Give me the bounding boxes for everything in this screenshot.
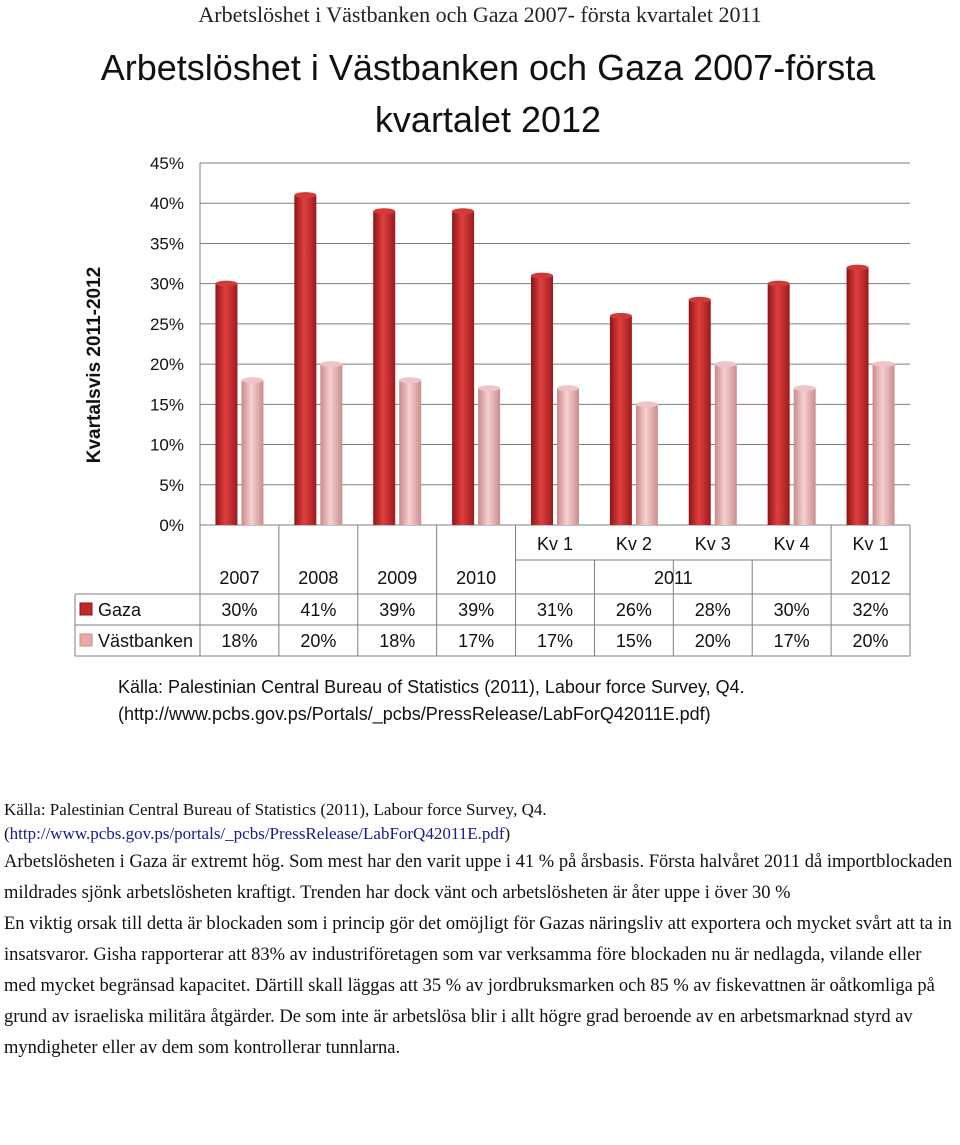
- gridlines: [199, 162, 910, 526]
- bar-top: [688, 296, 711, 303]
- paragraph-1: Arbetslösheten i Gaza är extremt hög. So…: [4, 852, 953, 903]
- source-link-close: ): [504, 824, 511, 843]
- bar-top: [373, 208, 396, 215]
- bar-top: [241, 377, 264, 384]
- bar-top: [215, 280, 238, 287]
- source-link-line: (http://www.pcbs.gov.ps/portals/_pcbs/Pr…: [4, 824, 510, 844]
- y-tick-label: 45%: [150, 154, 184, 173]
- y-tick-label: 35%: [150, 234, 184, 253]
- year-label: 2011: [654, 568, 693, 588]
- bar-top: [452, 208, 475, 215]
- data-label: 39%: [379, 600, 415, 620]
- bar-vastbanken: [399, 380, 422, 525]
- y-axis-label: Kvartalsvis 2011-2012: [84, 267, 105, 464]
- legend-label: Gaza: [98, 600, 142, 620]
- y-tick-label: 30%: [150, 275, 184, 294]
- bar-gaza: [452, 211, 475, 525]
- data-label: 17%: [458, 631, 494, 651]
- quarter-label: Kv 3: [695, 534, 731, 554]
- data-label: 31%: [537, 600, 573, 620]
- bar-vastbanken: [872, 364, 895, 525]
- data-label: 18%: [221, 631, 257, 651]
- bar-top: [294, 192, 317, 199]
- y-tick-label: 0%: [159, 516, 184, 535]
- bar-top: [478, 385, 501, 392]
- bar-top: [635, 401, 658, 408]
- data-label: 20%: [695, 631, 731, 651]
- bar-vastbanken: [241, 380, 264, 525]
- data-label: 41%: [300, 600, 336, 620]
- bar-top: [609, 312, 632, 319]
- data-label: 15%: [616, 631, 652, 651]
- bar-vastbanken: [478, 388, 501, 525]
- bar-vastbanken: [714, 364, 737, 525]
- data-label: 20%: [300, 631, 336, 651]
- legend-swatch: [79, 602, 93, 616]
- data-label: 17%: [774, 631, 810, 651]
- source-link[interactable]: http://www.pcbs.gov.ps/portals/_pcbs/Pre…: [9, 824, 505, 843]
- year-label: 2010: [456, 568, 496, 588]
- y-tick-label: 20%: [150, 355, 184, 374]
- y-tick-label: 40%: [150, 194, 184, 213]
- bar-top: [531, 272, 553, 279]
- data-label: 32%: [853, 600, 889, 620]
- bar-gaza: [294, 195, 317, 525]
- source-link-open: (: [4, 824, 10, 843]
- bar-top: [846, 264, 869, 271]
- chart-source-line1: Källa: Palestinian Central Bureau of Sta…: [118, 677, 745, 697]
- paragraph-2: En viktig orsak till detta är blockaden …: [4, 914, 952, 1058]
- unemployment-chart: Arbetslöshet i Västbanken och Gaza 2007-…: [74, 47, 911, 725]
- legend-label: Västbanken: [98, 631, 193, 651]
- bar-top: [714, 361, 737, 368]
- year-label: 2007: [219, 568, 259, 588]
- bar-top: [793, 385, 816, 392]
- bar-vastbanken: [320, 364, 343, 525]
- bar-vastbanken: [557, 388, 579, 525]
- y-tick-label: 15%: [150, 395, 184, 414]
- data-label: 28%: [695, 600, 731, 620]
- document-title: Arbetslöshet i Västbanken och Gaza 2007-…: [198, 2, 762, 27]
- bar-top: [767, 280, 790, 287]
- year-label: 2008: [298, 568, 338, 588]
- data-label: 39%: [458, 600, 494, 620]
- quarter-label: Kv 4: [774, 534, 810, 554]
- chart-title-line1: Arbetslöshet i Västbanken och Gaza 2007-…: [101, 47, 876, 88]
- source-citation: Källa: Palestinian Central Bureau of Sta…: [4, 800, 547, 819]
- bar-top: [399, 377, 422, 384]
- bar-vastbanken: [793, 388, 816, 525]
- bar-gaza: [609, 315, 632, 525]
- bar-gaza: [373, 211, 396, 525]
- data-label: 30%: [774, 600, 810, 620]
- bar-gaza: [767, 283, 790, 525]
- bars: [215, 192, 895, 525]
- bar-top: [872, 361, 895, 368]
- year-label: 2012: [851, 568, 891, 588]
- quarter-label: Kv 1: [853, 534, 889, 554]
- chart-title-line2: kvartalet 2012: [375, 99, 601, 140]
- quarter-label: Kv 2: [616, 534, 652, 554]
- bar-gaza: [688, 299, 711, 525]
- bar-gaza: [846, 267, 869, 525]
- legend-swatch: [79, 633, 93, 647]
- chart-source-line2: (http://www.pcbs.gov.ps/Portals/_pcbs/Pr…: [118, 704, 711, 725]
- bar-gaza: [531, 275, 553, 525]
- y-tick-label: 10%: [150, 436, 184, 455]
- year-label: 2009: [377, 568, 417, 588]
- bar-vastbanken: [635, 404, 658, 525]
- data-label: 26%: [616, 600, 652, 620]
- data-label: 18%: [379, 631, 415, 651]
- data-label: 17%: [537, 631, 573, 651]
- y-tick-label: 25%: [150, 315, 184, 334]
- quarter-label: Kv 1: [537, 534, 573, 554]
- data-table: Kv 1 Kv 2 Kv 3 Kv 4 Kv 1 2007 2008 2009 2010 2011…: [74, 525, 911, 657]
- bar-top: [320, 361, 343, 368]
- y-tick-label: 5%: [159, 476, 184, 495]
- bar-gaza: [215, 283, 238, 525]
- y-tick-labels: 0% 5% 10% 15% 20% 25% 30% 35% 40% 45%: [150, 154, 184, 535]
- data-label: 20%: [853, 631, 889, 651]
- data-label: 30%: [221, 600, 257, 620]
- bar-top: [557, 385, 579, 392]
- body-text: Arbetslösheten i Gaza är extremt hög. So…: [4, 847, 956, 1064]
